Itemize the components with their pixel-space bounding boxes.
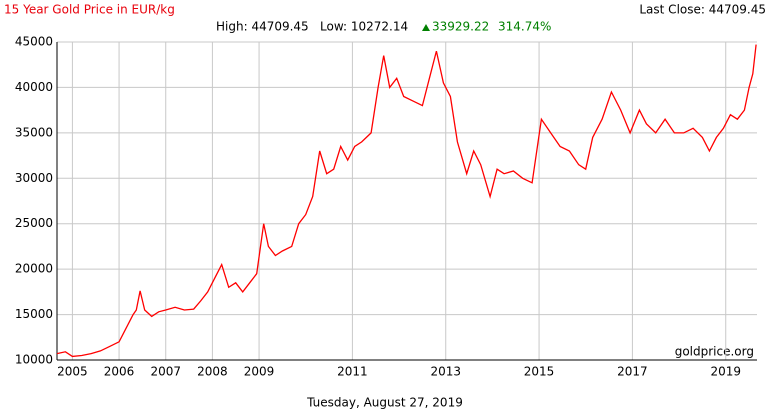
x-tick-label: 2017 (617, 365, 648, 379)
x-axis-title: Tuesday, August 27, 2019 (306, 396, 463, 410)
x-tick-label: 2005 (57, 365, 88, 379)
y-tick-label: 45000 (15, 35, 53, 49)
low: Low: 10272.14 (320, 20, 408, 34)
x-tick-label: 2015 (524, 365, 555, 379)
x-tick-label: 2011 (337, 365, 368, 379)
high: High: 44709.45 (216, 20, 309, 34)
change: 33929.22 (432, 20, 489, 34)
x-tick-label: 2013 (430, 365, 461, 379)
y-tick-label: 35000 (15, 125, 53, 139)
change-percent: 314.74% (498, 20, 551, 34)
price-line (56, 44, 757, 358)
x-tick-label: 2006 (104, 365, 135, 379)
source: goldprice.org (675, 345, 754, 359)
up-arrow (422, 24, 430, 31)
y-tick-label: 30000 (15, 171, 53, 185)
x-tick-label: 2019 (710, 365, 741, 379)
last-close: Last Close: 44709.45 (639, 3, 766, 17)
y-tick-label: 20000 (15, 262, 53, 276)
x-tick-label: 2007 (150, 365, 181, 379)
y-tick-label: 10000 (15, 353, 53, 367)
y-tick-label: 40000 (15, 80, 53, 94)
chart-title: 15 Year Gold Price in EUR/kg (4, 3, 175, 17)
x-tick-label: 2009 (244, 365, 275, 379)
y-tick-label: 15000 (15, 307, 53, 321)
y-tick-label: 25000 (15, 216, 53, 230)
x-tick-label: 2008 (197, 365, 228, 379)
